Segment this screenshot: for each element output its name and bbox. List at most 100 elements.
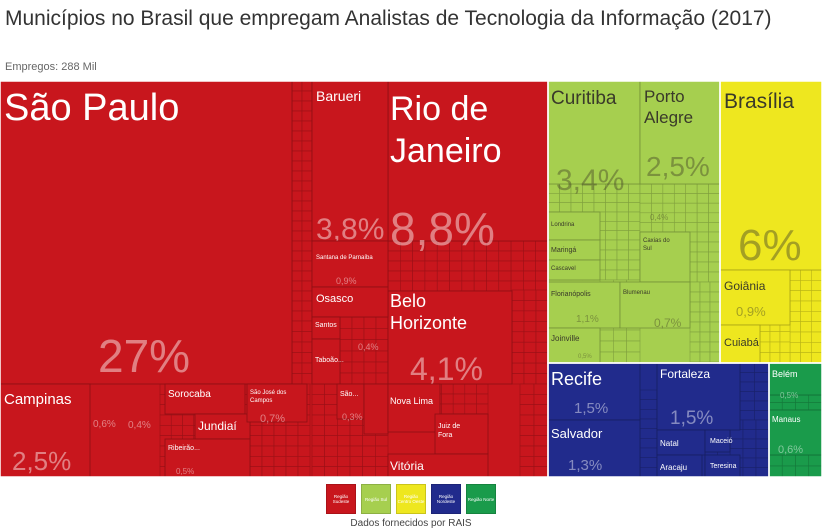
legend-item-centro-oeste[interactable]: Região Centro Oeste [396,484,426,514]
city-cell-londrina[interactable] [547,211,601,241]
city-cell-caxias-do-sul[interactable] [639,231,691,283]
minor-city-cell [535,373,549,385]
legend-item-sudeste[interactable]: Região Sudeste [326,484,356,514]
minor-city-cell [311,435,325,447]
minor-city-cell [301,240,313,252]
city-name-teresina: Teresina [710,463,737,470]
minor-city-cell [628,230,641,241]
city-cell-taboao[interactable] [311,338,341,385]
city-cell-manaus[interactable] [768,409,822,456]
city-cell-nova-lima[interactable] [387,383,441,433]
minor-city-cell [699,281,711,293]
minor-city-cell [301,290,313,302]
city-cell-sao-jose-dos-campos[interactable] [246,383,308,423]
minor-city-cell [709,341,721,353]
minor-city-cell [363,316,377,329]
minor-city-cell [811,331,822,343]
minor-city-cell [519,445,535,457]
legend-item-norte[interactable]: Região Norte [466,484,496,514]
city-name-barueri: Barueri [316,88,361,104]
minor-city-cell [400,280,413,292]
minor-city-cell [301,100,313,112]
minor-city-cell [337,435,351,447]
city-cell-goiania[interactable] [719,269,791,326]
city-cell-santana-de-parnaiba[interactable] [311,240,389,288]
minor-city-cell [685,183,698,194]
minor-city-cell [324,445,338,457]
city-cell-maceio[interactable] [704,429,731,453]
minor-city-cell [709,291,721,303]
minor-city-cell [689,341,701,353]
minor-city-cell [301,150,313,162]
minor-city-cell [811,342,822,353]
minor-city-cell [673,212,687,223]
minor-city-cell [311,404,325,416]
minor-city-cell [311,445,325,457]
minor-city-cell [519,456,535,467]
minor-city-cell [324,394,338,405]
city-cell-curitiba[interactable] [547,80,641,185]
minor-city-cell [628,202,641,213]
city-name-sao: São... [340,391,358,398]
minor-city-cell [291,110,303,122]
minor-city-cell [324,404,338,416]
minor-city-cell [498,240,512,252]
city-cell-joinville[interactable] [547,327,601,364]
legend-item-sul[interactable]: Região Sul [361,484,391,514]
minor-city-cell [699,291,711,303]
city-name-joinville: Joinville [551,334,580,343]
minor-city-cell [301,170,313,182]
city-cell-cuiaba[interactable] [719,324,761,364]
minor-city-cell [291,90,303,102]
city-cell-barueri[interactable] [311,80,389,242]
minor-city-cell [689,281,701,293]
city-cell-juiz-de-fora[interactable] [434,413,489,455]
minor-city-cell [651,193,664,204]
city-cell-belem[interactable] [768,362,822,396]
city-cell-sao-paulo[interactable] [0,80,293,385]
minor-city-cell [436,280,450,292]
minor-city-cell [363,361,377,374]
minor-city-cell [535,341,549,353]
city-cell-salvador[interactable] [547,419,641,478]
minor-city-cell [498,250,512,262]
minor-city-cell [523,352,537,364]
minor-city-cell [639,467,658,478]
minor-city-cell [519,394,535,405]
minor-city-cell [301,110,313,122]
minor-city-cell [291,331,303,343]
city-cell-porto-alegre[interactable] [639,80,721,185]
city-cell-rio-de-janeiro[interactable] [387,80,549,242]
city-cell-jundiai[interactable] [194,413,251,440]
city-cell-belo-horizonte[interactable] [387,290,513,385]
minor-city-cell [533,383,549,395]
minor-city-cell [754,391,770,402]
city-cell-vila-velha[interactable] [363,383,389,435]
city-cell-ribeirao[interactable] [164,438,251,478]
city-share-campinas: 2,5% [12,446,71,476]
city-cell-campinas[interactable] [0,383,91,478]
legend-item-nordeste[interactable]: Região Nordeste [431,484,461,514]
minor-city-cell [535,352,549,364]
city-cell-blumenau[interactable] [619,281,691,329]
minor-city-cell [742,438,757,449]
minor-city-cell [673,183,687,194]
minor-city-cell [461,280,475,292]
minor-city-cell [626,340,641,353]
minor-city-cell [301,180,313,192]
minor-city-cell [535,300,549,312]
city-share-joinville: 0,5% [578,354,592,360]
city-cell-osasco[interactable] [311,286,389,318]
minor-city-cell [795,402,810,411]
minor-city-cell [739,362,755,373]
city-name-sao-paulo: São Paulo [4,87,179,129]
minor-city-cell [511,373,525,385]
city-name-manaus: Manaus [772,415,800,424]
minor-city-cell [261,466,275,478]
minor-city-cell [441,403,454,415]
minor-city-cell [535,331,549,343]
minor-city-cell [708,241,721,253]
minor-city-cell [626,351,641,364]
city-share-belem: 0,5% [780,391,798,400]
minor-city-cell [709,331,721,343]
